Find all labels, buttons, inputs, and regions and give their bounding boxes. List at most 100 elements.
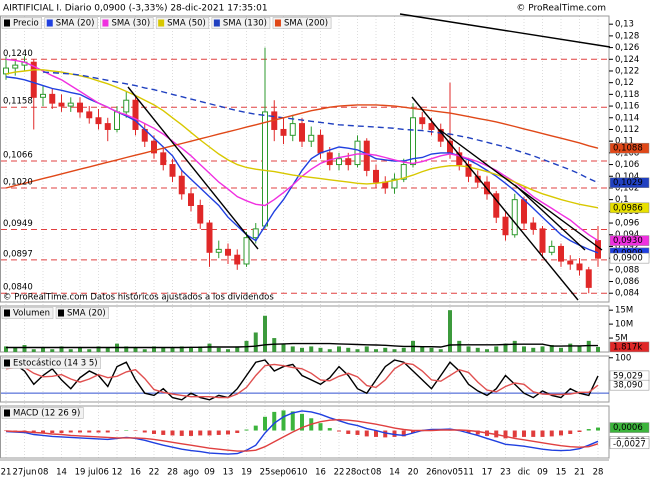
y-tick-label: 0,114 [615,113,639,123]
x-tick-label: 21 [574,468,585,478]
volume-bar [68,349,73,352]
candle-body [3,67,9,75]
level-label: 0,1158 [3,97,33,107]
histogram-bar [346,430,351,434]
series-line [5,362,599,399]
candle-body [280,128,287,136]
candle-body [558,245,564,262]
value-box-label: 0,1029 [613,178,643,188]
legend-bg [1,357,101,369]
candle-body [58,102,65,107]
volume-bar [420,346,425,352]
x-tick-label: 13 [223,468,234,478]
candle-body [40,93,46,98]
trend-line [514,184,586,251]
volume-bar [59,346,64,352]
volume-bar [494,346,499,352]
legend-label: Volumen [13,309,50,319]
candle-body [49,93,56,104]
volume-bar [383,347,388,352]
y-tick-label: 0,13 [615,20,634,30]
volume-bar [216,347,221,352]
value-box [609,341,650,353]
level-label: 0,0897 [3,249,33,259]
x-tick-label: 10 [297,468,308,478]
candle-body [493,193,500,218]
x-tick-label: 14 [389,468,400,478]
histogram-bar [540,430,545,437]
volume-bar [337,346,341,352]
candle-body [345,158,352,166]
x-tick-label: 28 [593,468,604,478]
histogram-bar [105,430,110,433]
legend-label: SMA (20) [67,309,106,319]
legend-bg [100,17,154,29]
trend-lines [127,13,611,301]
candle-body [95,117,102,125]
volume-bar [152,346,156,352]
y-tick-label: 5M [615,334,628,344]
candle-body [197,204,204,224]
volume-bar [78,347,82,352]
legend-swatch [4,409,10,417]
volume-bar [577,346,582,352]
x-tick-label: 19 [75,468,86,478]
value-box-label: 0,0900 [613,254,643,264]
legend-bg [272,17,332,29]
histogram-bar [503,430,508,439]
y-tick-label: 0,104 [615,172,639,182]
candle-body [354,140,361,166]
candle-body [567,260,574,265]
histogram-bar [337,430,341,432]
x-tick-label: jul06 [87,468,109,478]
histogram-bar [170,430,175,436]
legend-swatch [158,19,165,27]
histogram-bar [152,430,156,434]
candle-body [169,164,176,177]
x-tick-label: 28oct [345,468,370,478]
candle-body [104,123,111,130]
candle-body [363,140,370,171]
y-tick-label: 0,092 [615,242,639,252]
y-tick-label: 0,096 [615,219,639,229]
x-tick-label: 08 [371,468,382,478]
volume-bar [198,346,203,352]
volume-bar [263,315,267,352]
x-tick-label: 09 [537,468,548,478]
value-box-label: 0,0930 [613,236,643,246]
legend-label: Precio [13,19,39,29]
x-tick-label: 09 [204,468,215,478]
volume-bar [374,349,378,352]
value-box [609,252,650,264]
x-tick-label: 21 [1,468,12,478]
x-tick-label: 17 [482,468,493,478]
volume-bar [96,346,101,352]
histogram-bar [244,429,249,431]
legend-label: SMA (130) [223,19,267,29]
candle-body [576,263,583,271]
x-tick-label: 28 [167,468,178,478]
panel-frame [0,405,610,459]
histogram-bar [272,411,277,431]
x-tick-label: 20 [408,468,419,478]
histogram-bar [226,430,230,435]
histogram-bar [290,411,295,431]
legend-swatch [46,19,53,27]
histogram-bar [253,425,258,431]
histogram-bar [189,430,193,436]
volume-bar [346,347,351,352]
y-tick-label: 0,106 [615,160,639,170]
series-line [5,69,599,209]
panel-frame [0,305,610,353]
volume-bar [485,349,489,352]
histogram-bar [549,430,554,437]
legend-swatch [213,19,220,27]
series-line [42,71,599,184]
value-box-label: 0,0986 [613,203,643,213]
histogram-bar [13,430,18,432]
volume-bar [22,345,27,352]
value-box [609,177,650,188]
candle-body [178,175,185,195]
legend-swatch [102,19,109,27]
candle-body [336,158,342,166]
